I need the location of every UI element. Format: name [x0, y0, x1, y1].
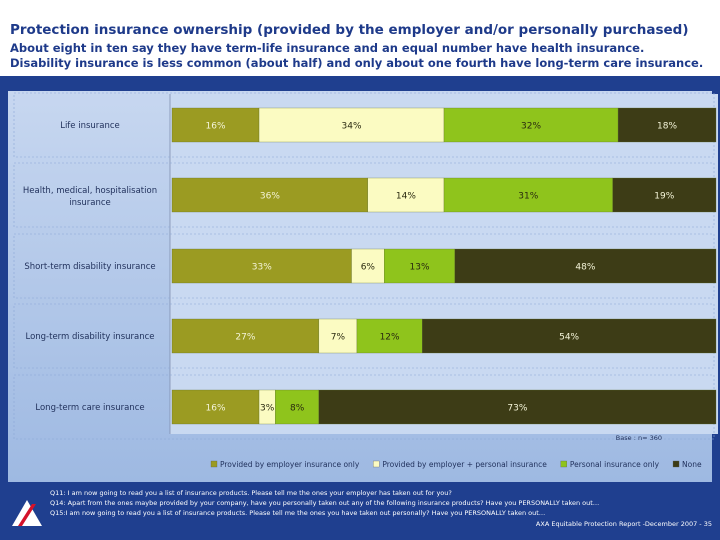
data-label: 73% — [507, 404, 527, 414]
bar-segment — [318, 318, 358, 354]
bar-segment — [275, 389, 320, 425]
axa-logo — [12, 500, 42, 526]
bar-segment — [171, 248, 352, 284]
bar-segment — [612, 177, 717, 213]
bar-segment — [617, 107, 717, 143]
legend-label: Provided by employer insurance only — [220, 460, 360, 469]
legend-label: Provided by employer + personal insuranc… — [382, 460, 547, 469]
data-label: 31% — [518, 192, 538, 202]
data-label: 12% — [380, 333, 400, 343]
header-band — [0, 0, 720, 76]
data-label: 6% — [361, 263, 376, 273]
legend-swatch — [672, 460, 680, 468]
bar-segment — [454, 248, 717, 284]
data-label: 16% — [206, 122, 226, 132]
subtitle-line-1: About eight in ten say they have term-li… — [10, 41, 645, 55]
legend-swatch — [210, 460, 218, 468]
bar-segment — [171, 389, 260, 425]
legend-swatch — [373, 460, 380, 468]
footnote-q14: Q14: Apart from the ones maybe provided … — [50, 499, 600, 507]
bar-segment — [356, 318, 423, 354]
legend-swatch — [560, 460, 567, 468]
bar-segment — [351, 248, 385, 284]
page-subtitle: About eight in ten say they have term-li… — [10, 41, 703, 71]
bar-segment — [171, 177, 368, 213]
data-label: 13% — [410, 263, 430, 273]
data-label: 3% — [260, 404, 275, 414]
subtitle-line-2: Disability insurance is less common (abo… — [10, 56, 704, 70]
data-label: 54% — [559, 333, 579, 343]
bar-segment — [171, 318, 320, 354]
bar-segment — [318, 389, 717, 425]
data-label: 18% — [657, 122, 677, 132]
data-label: 32% — [521, 122, 541, 132]
category-label: Life insurance — [60, 121, 120, 131]
data-label: 14% — [396, 192, 416, 202]
footnotes: Q11: I am now going to read you a list o… — [50, 488, 599, 518]
base-note: Base : n= 360 — [616, 434, 662, 442]
bar-segment — [384, 248, 456, 284]
data-label: 34% — [342, 122, 362, 132]
data-label: 48% — [575, 263, 595, 273]
page-title: Protection insurance ownership (provided… — [10, 22, 689, 38]
data-label: 19% — [654, 192, 674, 202]
bar-segment — [422, 318, 717, 354]
legend-label: Personal insurance only — [570, 460, 660, 469]
report-label: AXA Equitable Protection Report -Decembe… — [535, 520, 712, 528]
footnote-q15: Q15:I am now going to read you a list of… — [50, 509, 546, 517]
bar-segment — [258, 107, 445, 143]
category-label: Long-term disability insurance — [25, 332, 154, 342]
data-label: 36% — [260, 192, 280, 202]
category-label: Short-term disability insurance — [24, 262, 155, 272]
bar-segment — [443, 107, 619, 143]
data-label: 7% — [331, 333, 346, 343]
footnote-q11: Q11: I am now going to read you a list o… — [50, 489, 452, 497]
category-label: Health, medical, hospitalisation insuranc… — [23, 186, 157, 208]
data-label: 33% — [252, 263, 272, 273]
legend-label: None — [682, 460, 702, 469]
data-label: 27% — [235, 333, 255, 343]
category-label: Long-term care insurance — [35, 403, 144, 413]
data-label: 8% — [290, 404, 305, 414]
bar-segment — [443, 177, 613, 213]
bar-segment — [171, 107, 260, 143]
data-label: 16% — [206, 404, 226, 414]
